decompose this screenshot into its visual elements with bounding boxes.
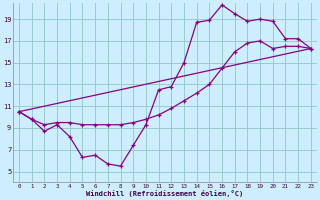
X-axis label: Windchill (Refroidissement éolien,°C): Windchill (Refroidissement éolien,°C)	[86, 190, 244, 197]
